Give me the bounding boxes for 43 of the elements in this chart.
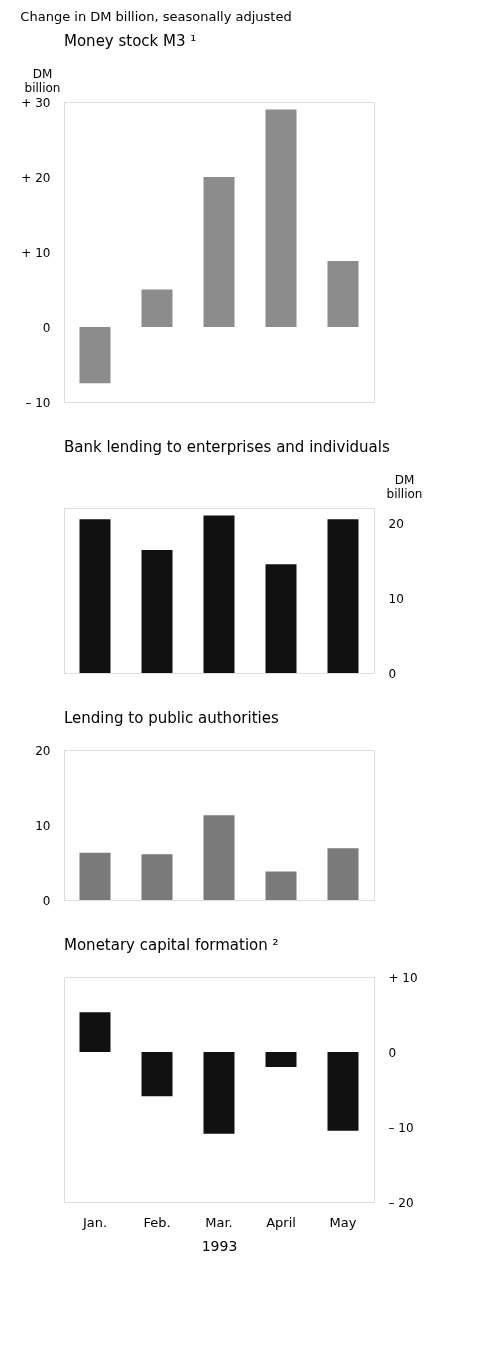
bar [79,519,111,673]
bar [203,815,235,900]
chart-title: Monetary capital formation ² [64,936,279,954]
x-tick-label: Jan. [81,1214,108,1230]
y-tick-label: 0 [42,320,51,335]
y-tick-label: – 10 [25,395,51,410]
y-axis-title: DM billion [24,66,61,95]
x-tick-label: Feb. [143,1214,171,1230]
y-tick-label: – 10 [388,1120,414,1135]
bar [79,852,111,900]
bar [141,289,173,327]
y-axis-title: DM billion [386,472,423,501]
chart-title: Lending to public authorities [64,709,279,727]
bar [141,854,173,900]
chart-title: Money stock M3 ¹ [64,32,197,50]
bar [203,177,235,327]
bar [265,564,297,673]
bar [327,519,359,673]
chart-title: Bank lending to enterprises and individuals [64,438,390,456]
bar [265,871,297,900]
text: Change in DM billion, seasonally adjusted [20,8,292,24]
y-tick-label: 10 [388,591,404,606]
y-tick-label: 0 [388,666,397,681]
x-tick-label: Mar. [205,1214,233,1230]
y-tick-label: 10 [35,818,51,833]
y-tick-label: – 20 [388,1195,414,1210]
bar [203,515,235,673]
y-tick-label: 0 [388,1045,397,1060]
y-tick-label: 20 [35,743,51,758]
x-axis-title: 1993 [201,1237,238,1254]
y-tick-label: 20 [388,516,404,531]
y-tick-label: + 30 [21,95,51,110]
bar [327,848,359,900]
y-tick-label: + 10 [21,245,51,260]
x-tick-label: April [266,1214,296,1230]
x-tick-label: May [329,1214,357,1230]
y-tick-label: 0 [42,893,51,908]
bar [265,109,297,327]
y-tick-label: + 20 [21,170,51,185]
bar [327,261,359,327]
y-tick-label: + 10 [388,970,418,985]
bar [79,327,111,384]
bar [141,550,173,673]
